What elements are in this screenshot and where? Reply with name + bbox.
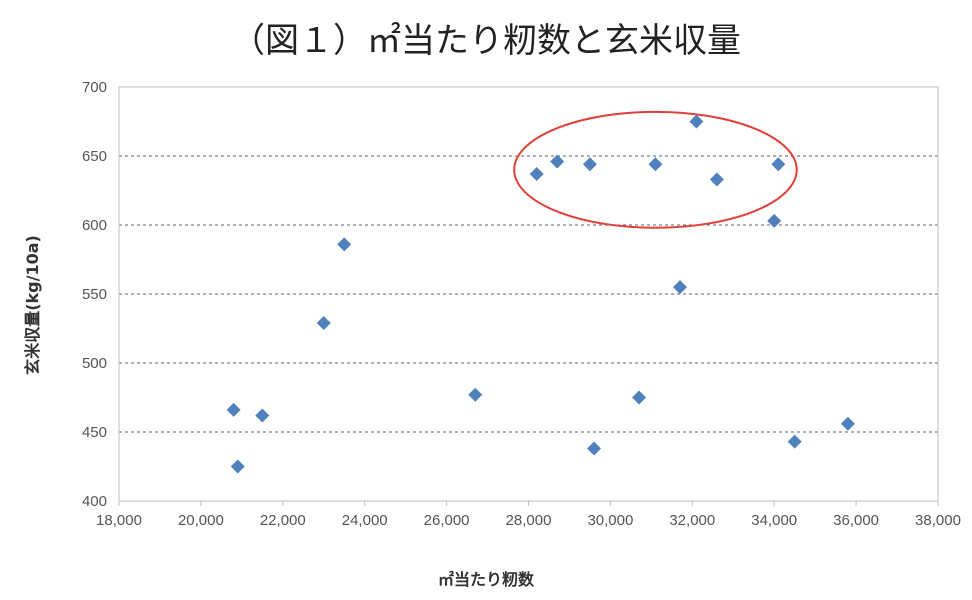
- x-tick-label: 18,000: [96, 512, 142, 529]
- x-tick-label: 28,000: [506, 512, 552, 529]
- x-axis-title: ㎡当たり籾数: [438, 570, 535, 589]
- data-point: [226, 402, 241, 417]
- y-tick-label: 450: [82, 424, 107, 441]
- data-point: [468, 387, 483, 402]
- x-tick-label: 30,000: [587, 512, 633, 529]
- y-tick-label: 550: [82, 286, 107, 303]
- data-point: [840, 416, 855, 431]
- y-tick-label: 700: [82, 79, 107, 96]
- data-point: [529, 166, 544, 181]
- x-tick-label: 24,000: [342, 512, 388, 529]
- y-tick-label: 650: [82, 148, 107, 165]
- x-tick-label: 22,000: [260, 512, 306, 529]
- data-point: [689, 114, 704, 129]
- y-tick-label: 400: [82, 493, 107, 510]
- x-tick-label: 38,000: [915, 512, 961, 529]
- x-tick-label: 20,000: [178, 512, 224, 529]
- y-axis-title: 玄米収量(kg/10a): [23, 235, 42, 375]
- data-point: [587, 441, 602, 456]
- data-point: [767, 213, 782, 228]
- gridlines: [119, 155, 938, 433]
- y-tick-label: 600: [82, 217, 107, 234]
- x-tick-label: 32,000: [669, 512, 715, 529]
- data-point: [316, 315, 331, 330]
- data-point: [582, 157, 597, 172]
- y-tick-label: 500: [82, 355, 107, 372]
- x-tick-label: 34,000: [751, 512, 797, 529]
- data-point: [255, 408, 270, 423]
- data-point: [771, 157, 786, 172]
- x-tick-label: 26,000: [424, 512, 470, 529]
- y-axis-ticks: 400 450 500 550 600 650 700: [82, 79, 107, 510]
- x-tick-label: 36,000: [833, 512, 879, 529]
- data-point: [230, 459, 245, 474]
- data-point: [550, 154, 565, 169]
- chart-title: （図１）㎡当たり籾数と玄米収量: [231, 21, 741, 61]
- data-point: [787, 434, 802, 449]
- highlight-ellipse: [513, 110, 798, 229]
- data-point: [632, 390, 647, 405]
- data-points: [226, 114, 855, 474]
- x-axis-ticks: 18,000 20,000 22,000 24,000 26,000 28,000 30,0…: [96, 501, 961, 529]
- data-point: [709, 172, 724, 187]
- data-point: [648, 157, 663, 172]
- data-point: [337, 237, 352, 252]
- data-point: [673, 280, 688, 295]
